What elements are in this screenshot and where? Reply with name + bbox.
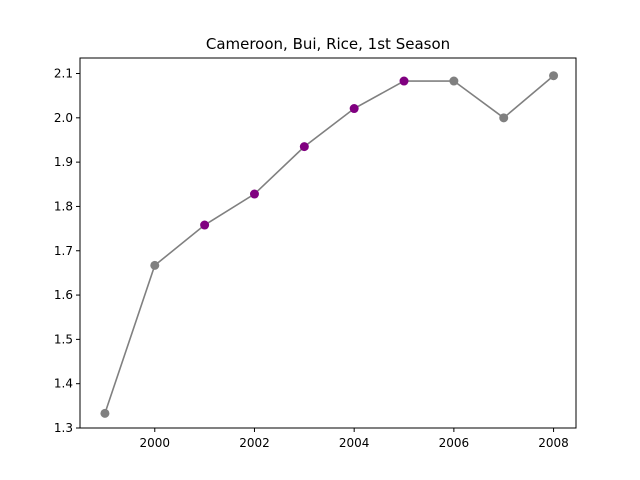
y-tick-label: 1.9: [54, 155, 73, 169]
data-point: [399, 76, 409, 86]
x-tick-label: 2000: [140, 436, 171, 450]
y-tick-label: 1.5: [54, 332, 73, 346]
y-tick-label: 1.6: [54, 288, 73, 302]
data-point: [150, 260, 160, 270]
data-point: [299, 142, 309, 152]
y-tick-label: 2.1: [54, 67, 73, 81]
chart-title: Cameroon, Bui, Rice, 1st Season: [206, 35, 450, 53]
x-axis: 2000 2002 2004 2006 2008: [140, 428, 569, 450]
y-tick-label: 1.8: [54, 199, 73, 213]
data-point: [449, 76, 459, 86]
y-tick-label: 1.4: [54, 377, 73, 391]
data-point: [100, 408, 110, 418]
data-point: [349, 104, 359, 114]
y-tick-label: 1.7: [54, 244, 73, 258]
data-point: [249, 189, 259, 199]
axes-frame: [79, 57, 577, 429]
x-tick-label: 2006: [439, 436, 470, 450]
x-tick-label: 2004: [339, 436, 370, 450]
series-line: [104, 75, 555, 414]
plot-area: [100, 71, 559, 418]
y-axis: 1.3 1.4 1.5 1.6 1.7 1.8 1.9 2.0 2.1: [54, 67, 80, 435]
data-point: [200, 220, 210, 230]
x-tick-label: 2008: [538, 436, 569, 450]
data-point: [499, 113, 509, 123]
x-tick-label: 2002: [239, 436, 270, 450]
y-tick-label: 1.3: [54, 421, 73, 435]
y-tick-label: 2.0: [54, 111, 73, 125]
data-point: [549, 71, 559, 81]
